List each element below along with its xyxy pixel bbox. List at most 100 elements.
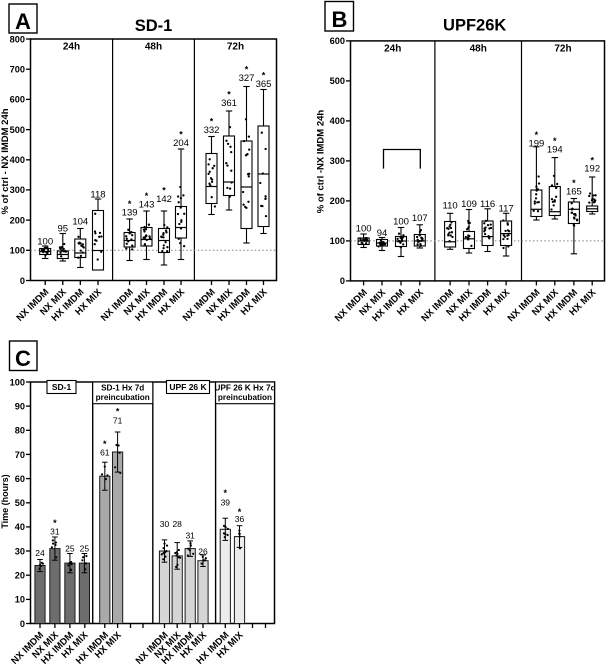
- svg-text:109: 109: [461, 199, 477, 210]
- svg-text:10: 10: [15, 595, 25, 605]
- svg-text:*: *: [238, 507, 242, 517]
- svg-text:*: *: [262, 70, 266, 80]
- svg-text:80: 80: [15, 426, 25, 436]
- svg-text:*: *: [227, 89, 231, 99]
- svg-text:*: *: [128, 199, 132, 209]
- svg-text:327: 327: [239, 73, 255, 84]
- svg-text:300: 300: [10, 185, 25, 195]
- svg-text:100: 100: [330, 236, 345, 246]
- svg-text:142: 142: [156, 194, 172, 205]
- svg-text:110: 110: [443, 200, 458, 211]
- svg-text:194: 194: [547, 145, 563, 156]
- svg-text:71: 71: [113, 416, 123, 426]
- svg-text:100: 100: [356, 224, 372, 235]
- svg-text:SD-1 Hx 7d: SD-1 Hx 7d: [101, 383, 144, 392]
- svg-text:*: *: [535, 130, 539, 140]
- svg-text:25: 25: [80, 544, 90, 554]
- svg-text:50: 50: [15, 498, 25, 508]
- svg-text:116: 116: [480, 199, 495, 210]
- svg-text:UPF 26 K Hx 7d: UPF 26 K Hx 7d: [214, 382, 275, 392]
- svg-text:60: 60: [15, 474, 25, 484]
- svg-text:30: 30: [160, 519, 170, 529]
- svg-text:204: 204: [173, 138, 189, 149]
- svg-text:118: 118: [90, 189, 105, 200]
- svg-text:100: 100: [10, 246, 25, 256]
- svg-text:*: *: [103, 439, 107, 449]
- svg-text:30: 30: [15, 546, 25, 556]
- svg-text:500: 500: [330, 76, 345, 86]
- svg-text:107: 107: [412, 213, 428, 224]
- svg-text:400: 400: [330, 116, 345, 126]
- svg-text:332: 332: [204, 125, 220, 136]
- svg-text:600: 600: [10, 95, 25, 105]
- svg-text:500: 500: [10, 125, 25, 135]
- svg-text:61: 61: [100, 447, 110, 457]
- svg-text:*: *: [53, 518, 57, 528]
- svg-text:48h: 48h: [145, 42, 162, 53]
- svg-text:800: 800: [10, 34, 25, 44]
- svg-text:100: 100: [37, 236, 53, 247]
- svg-text:143: 143: [139, 199, 155, 210]
- svg-text:365: 365: [256, 79, 272, 90]
- svg-text:% of ctrl - NX IMDM 24h: % of ctrl - NX IMDM 24h: [0, 108, 11, 214]
- svg-text:200: 200: [330, 196, 345, 206]
- svg-text:SD-1: SD-1: [52, 382, 72, 392]
- svg-text:preincubation: preincubation: [96, 393, 150, 402]
- svg-text:*: *: [145, 191, 149, 201]
- svg-text:100: 100: [10, 377, 25, 387]
- svg-text:400: 400: [10, 155, 25, 165]
- svg-text:94: 94: [377, 228, 388, 239]
- svg-text:200: 200: [10, 215, 25, 225]
- svg-text:104: 104: [72, 216, 88, 227]
- svg-text:39: 39: [221, 497, 231, 507]
- svg-text:B: B: [332, 7, 348, 32]
- svg-text:361: 361: [221, 98, 237, 109]
- svg-text:A: A: [15, 9, 31, 34]
- svg-text:*: *: [210, 116, 214, 126]
- svg-text:72h: 72h: [554, 44, 571, 55]
- svg-text:*: *: [590, 155, 594, 165]
- svg-text:*: *: [179, 129, 183, 139]
- svg-text:300: 300: [330, 156, 345, 166]
- svg-text:26: 26: [198, 547, 208, 557]
- svg-text:*: *: [224, 488, 228, 498]
- svg-text:600: 600: [330, 36, 345, 46]
- svg-text:*: *: [553, 136, 557, 146]
- svg-text:165: 165: [566, 187, 582, 198]
- svg-text:*: *: [162, 185, 166, 195]
- svg-text:SD-1: SD-1: [135, 17, 173, 35]
- svg-text:UPF26K: UPF26K: [443, 17, 506, 35]
- svg-text:25: 25: [65, 544, 75, 554]
- svg-text:70: 70: [15, 450, 25, 460]
- svg-text:preincubation: preincubation: [218, 393, 272, 402]
- svg-text:90: 90: [15, 401, 25, 411]
- svg-text:31: 31: [50, 527, 60, 537]
- svg-text:199: 199: [528, 139, 544, 150]
- svg-text:Time (hours): Time (hours): [0, 474, 10, 528]
- svg-text:24h: 24h: [63, 42, 80, 53]
- svg-text:0: 0: [20, 276, 25, 286]
- svg-text:36: 36: [235, 514, 245, 524]
- svg-text:UPF 26 K: UPF 26 K: [169, 382, 207, 392]
- svg-text:192: 192: [584, 164, 600, 175]
- svg-text:95: 95: [58, 223, 69, 234]
- svg-text:40: 40: [15, 522, 25, 532]
- svg-text:*: *: [116, 407, 120, 417]
- svg-text:100: 100: [393, 217, 409, 228]
- svg-text:*: *: [245, 64, 249, 74]
- svg-text:24h: 24h: [384, 44, 401, 55]
- svg-text:72h: 72h: [227, 42, 244, 53]
- svg-text:% of ctrl -NX IMDM 24h: % of ctrl -NX IMDM 24h: [316, 110, 327, 214]
- svg-text:48h: 48h: [470, 44, 487, 55]
- svg-text:31: 31: [185, 530, 195, 540]
- svg-text:20: 20: [15, 571, 25, 581]
- svg-text:C: C: [15, 346, 31, 371]
- svg-text:117: 117: [499, 203, 514, 214]
- svg-text:28: 28: [172, 519, 182, 529]
- svg-text:0: 0: [20, 619, 25, 629]
- svg-text:700: 700: [10, 65, 25, 75]
- svg-text:24: 24: [35, 548, 45, 558]
- svg-text:139: 139: [122, 207, 138, 218]
- svg-text:*: *: [572, 178, 576, 188]
- svg-text:0: 0: [340, 276, 345, 286]
